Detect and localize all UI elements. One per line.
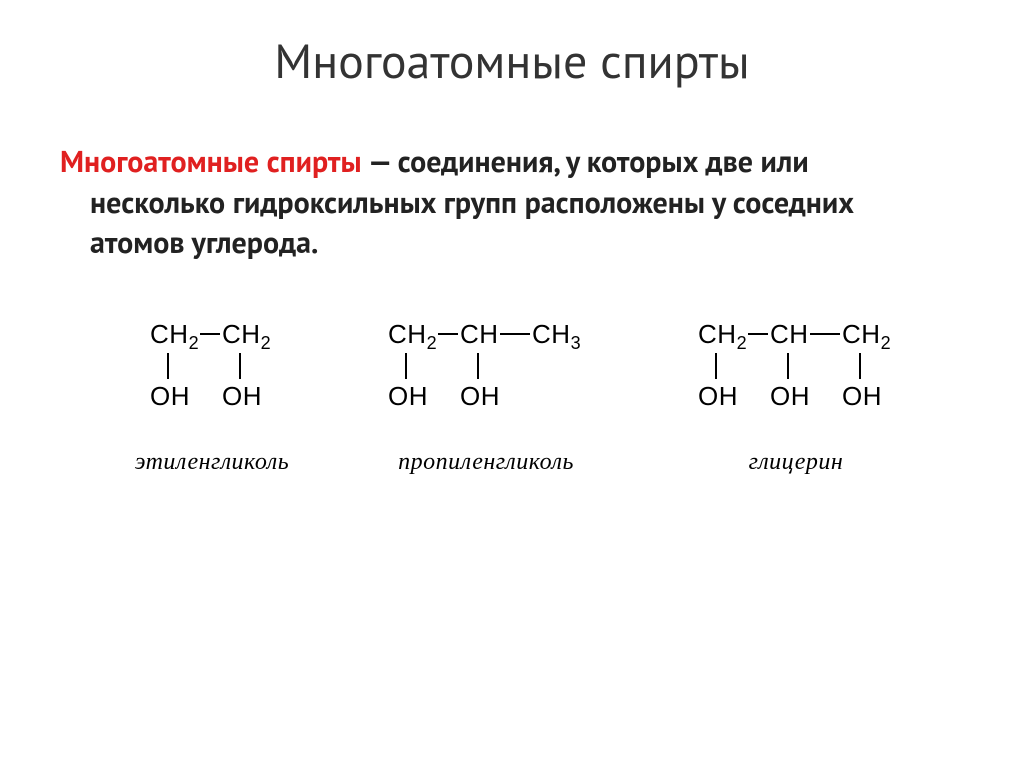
structures-row: CH2 CH2 OH OH этиленгликоль CH2 CH CH3 OH OH пропи… [60,319,964,476]
definition-term: Многоатомные спирты [60,142,362,181]
oh-group: OH [460,381,500,411]
molecule: CH2 CH2 OH OH этиленгликоль [120,319,304,476]
molecule-structure: CH2 CH CH3 OH OH [358,319,614,419]
oh-group: OH [698,381,738,411]
carbon-label: CH [460,319,499,349]
molecule-name: пропиленгликоль [398,449,574,476]
molecule-structure: CH2 CH CH2 OH OH OH [668,319,924,419]
carbon-label: CH2 [222,319,271,353]
carbon-label: CH2 [842,319,891,353]
definition-text: Многоатомные спирты — соединения, у кото… [60,142,880,264]
molecule: CH2 CH CH2 OH OH OH глицерин [668,319,924,476]
molecule-name: этиленгликоль [135,449,289,476]
oh-group: OH [222,381,262,411]
molecule-structure: CH2 CH2 OH OH [120,319,304,419]
carbon-label: CH2 [698,319,747,353]
carbon-label: CH2 [388,319,437,353]
oh-group: OH [842,381,882,411]
slide: Многоатомные спирты Многоатомные спирты … [0,0,1024,768]
molecule-name: глицерин [749,449,844,476]
oh-group: OH [388,381,428,411]
carbon-label: CH [770,319,809,349]
carbon-label: CH3 [532,319,581,353]
oh-group: OH [770,381,810,411]
molecule: CH2 CH CH3 OH OH пропиленгликоль [358,319,614,476]
carbon-label: CH2 [150,319,199,353]
oh-group: OH [150,381,190,411]
page-title: Многоатомные спирты [60,30,964,92]
